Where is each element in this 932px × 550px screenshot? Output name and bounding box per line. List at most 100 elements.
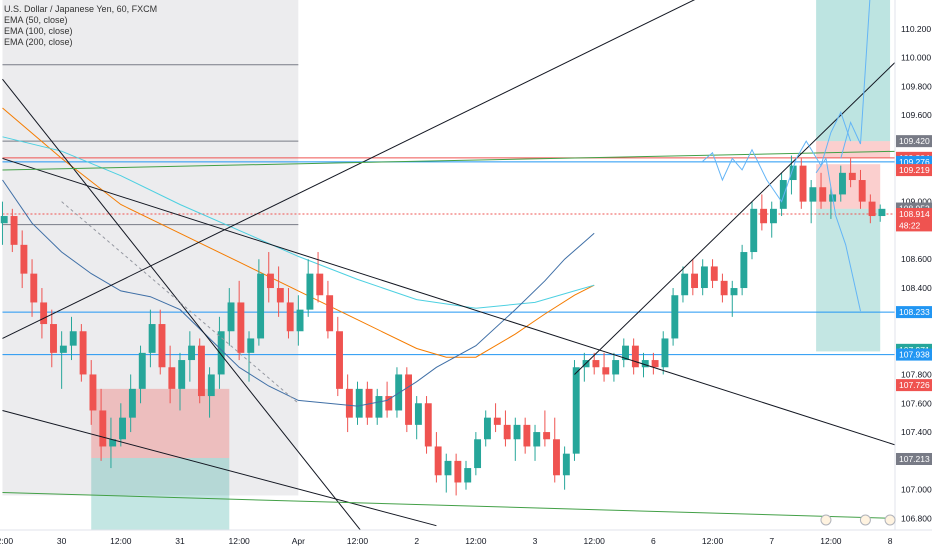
x-tick-label: 12:00 bbox=[584, 536, 606, 546]
candle-body bbox=[730, 288, 738, 296]
candle-body bbox=[641, 360, 649, 368]
x-tick-label: 12:00 bbox=[820, 536, 842, 546]
y-tick-label: 109.600 bbox=[901, 110, 932, 120]
candle-body bbox=[20, 244, 28, 274]
y-tick-label: 106.800 bbox=[901, 513, 932, 523]
candle-body bbox=[562, 453, 570, 476]
candle-body bbox=[99, 410, 107, 447]
price-label: 109.276 bbox=[899, 157, 930, 167]
candle-body bbox=[276, 288, 284, 303]
x-tick-label: 7 bbox=[769, 536, 774, 546]
x-tick-label: 12:00 bbox=[110, 536, 132, 546]
x-tick-label: 12:00 bbox=[347, 536, 369, 546]
projection-path-0 bbox=[702, 110, 852, 203]
x-tick-label: 2 bbox=[414, 536, 419, 546]
trendline-2 bbox=[2, 0, 696, 339]
candle-body bbox=[710, 266, 718, 281]
indicator-ema100-label[interactable]: EMA (100, close) bbox=[4, 26, 73, 36]
candle-body bbox=[454, 460, 462, 483]
price-label: 109.219 bbox=[899, 165, 930, 175]
x-tick-label: 12:00 bbox=[702, 536, 724, 546]
trendline-6 bbox=[574, 61, 895, 375]
y-tick-label: 108.600 bbox=[901, 254, 932, 264]
zone-5 bbox=[816, 164, 881, 209]
price-label-bg bbox=[896, 306, 932, 319]
y-tick-label: 108.400 bbox=[901, 283, 932, 293]
candle-body bbox=[109, 439, 117, 447]
candle-body bbox=[365, 388, 373, 418]
y-tick-label: 107.600 bbox=[901, 398, 932, 408]
time-axis bbox=[0, 530, 932, 550]
price-label-bg bbox=[896, 348, 932, 361]
price-label: 107.938 bbox=[899, 350, 930, 360]
indicator-ema50-label[interactable]: EMA (50, close) bbox=[4, 15, 68, 25]
chart-title: U.S. Dollar / Japanese Yen, 60, FXCM bbox=[4, 4, 158, 14]
candle-body bbox=[59, 345, 67, 353]
candle-body bbox=[30, 273, 38, 303]
ema200-line bbox=[2, 136, 595, 309]
candle-body bbox=[464, 468, 472, 483]
price-label-bg bbox=[896, 219, 932, 232]
price-label: 109.420 bbox=[899, 136, 930, 146]
trendline-1 bbox=[2, 157, 895, 446]
indicator-ema200-label[interactable]: EMA (200, close) bbox=[4, 37, 73, 47]
candle-body bbox=[848, 172, 856, 181]
candle-body bbox=[444, 460, 452, 476]
candle-body bbox=[89, 374, 97, 411]
candle-body bbox=[316, 273, 324, 296]
candle-body bbox=[839, 172, 846, 195]
candle-body bbox=[572, 367, 580, 454]
candle-body bbox=[405, 374, 412, 425]
candle-body bbox=[168, 367, 176, 389]
x-tick-label: 6 bbox=[651, 536, 656, 546]
x-tick-label: 31 bbox=[175, 536, 185, 546]
x-tick-label: 30 bbox=[57, 536, 67, 546]
candle-body bbox=[760, 208, 768, 224]
candle-body bbox=[592, 360, 600, 368]
trendline-0 bbox=[2, 78, 362, 530]
candle-body bbox=[286, 302, 294, 332]
candle-body bbox=[740, 252, 748, 289]
candle-body bbox=[138, 352, 146, 389]
candle-body bbox=[543, 432, 551, 440]
event-marker-icon bbox=[884, 514, 896, 526]
candle-body bbox=[503, 424, 511, 440]
candle-body bbox=[681, 273, 689, 296]
projection-path-2 bbox=[815, 157, 861, 312]
projection-path-1 bbox=[840, 0, 871, 159]
trendline-4 bbox=[2, 150, 895, 171]
candle-body bbox=[40, 302, 48, 325]
candle-body bbox=[119, 417, 126, 440]
price-label-bg bbox=[896, 208, 932, 221]
candle-body bbox=[671, 295, 679, 339]
candle-body bbox=[197, 345, 205, 397]
y-tick-label: 107.400 bbox=[901, 427, 932, 437]
candle-body bbox=[750, 208, 758, 253]
candle-body bbox=[720, 280, 728, 296]
candle-body bbox=[631, 345, 639, 368]
candle-body bbox=[0, 216, 8, 224]
ema50-line bbox=[2, 179, 595, 407]
price-label: 48:22 bbox=[899, 220, 921, 230]
price-label: 107.213 bbox=[899, 454, 930, 464]
candle-body bbox=[878, 208, 886, 217]
ema100-line bbox=[2, 107, 595, 358]
candle-body bbox=[434, 446, 442, 476]
zone-1 bbox=[91, 388, 230, 458]
price-label-bg bbox=[896, 135, 932, 148]
candle-body bbox=[602, 367, 610, 375]
candle-body bbox=[622, 345, 629, 361]
candle-body bbox=[819, 187, 827, 202]
candle-body bbox=[50, 324, 57, 353]
candle-body bbox=[375, 396, 383, 418]
candle-body bbox=[779, 180, 787, 209]
price-label: 107.726 bbox=[899, 380, 930, 390]
candle-body bbox=[789, 165, 797, 181]
candle-body bbox=[128, 388, 136, 418]
candle-body bbox=[414, 403, 422, 425]
y-tick-label: 107.800 bbox=[901, 369, 932, 379]
candle-body bbox=[207, 374, 215, 397]
price-label: 108.914 bbox=[899, 209, 930, 219]
